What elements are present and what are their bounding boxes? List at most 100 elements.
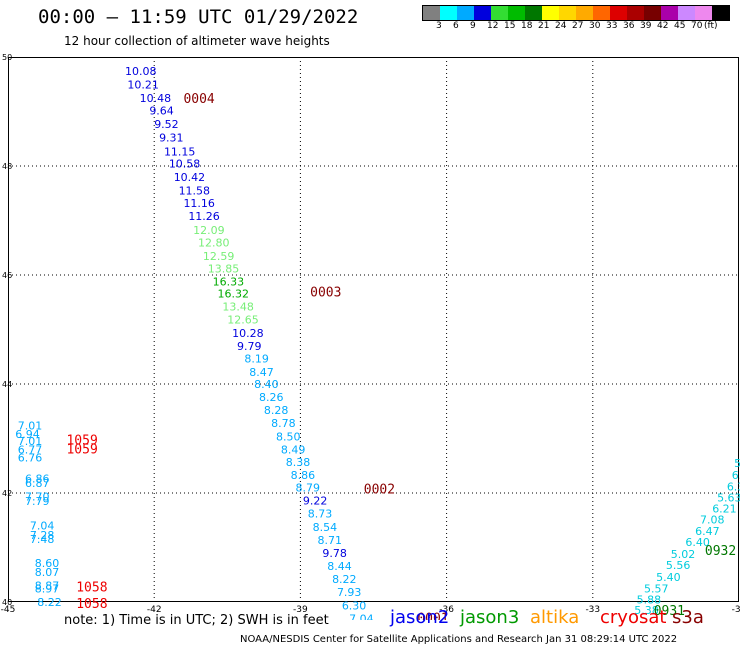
wave-height-value: 9.79 — [237, 340, 262, 353]
legend-cryosat: cryosat — [600, 607, 667, 628]
color-swatch — [474, 6, 491, 20]
wave-height-value: 10.42 — [174, 171, 206, 184]
wave-height-value: 8.50 — [276, 430, 301, 443]
color-scale-label: 70 — [691, 21, 703, 31]
color-swatch — [440, 6, 457, 20]
longitude-tick-label: -36 — [439, 605, 454, 615]
wave-height-value: 7.93 — [337, 586, 362, 599]
color-swatch — [661, 6, 678, 20]
wave-height-value: 6.04 — [732, 469, 740, 482]
wave-height-value: 6.21 — [712, 502, 737, 515]
wave-height-value: 6.30 — [342, 599, 367, 612]
color-swatch — [712, 6, 729, 20]
wave-height-value: 12.09 — [193, 224, 225, 237]
color-scale-label: 15 — [504, 21, 516, 31]
legend-jason3: jason3 — [460, 607, 520, 628]
wave-height-value: 5.02 — [671, 548, 696, 561]
wave-height-value: 6.36 — [727, 480, 740, 493]
legend-jason2: jason2 — [390, 607, 450, 628]
wave-height-value: 8.86 — [291, 469, 316, 482]
color-scale-label: 45 — [674, 21, 686, 31]
color-swatch — [627, 6, 644, 20]
latitude-tick-label: 50 — [2, 53, 12, 62]
legend-altika: altika — [530, 607, 580, 628]
wave-height-value: 7.04 — [349, 612, 374, 620]
longitude-tick-label: -45 — [1, 605, 16, 615]
wave-height-value: 8.26 — [259, 391, 284, 404]
color-scale-label: 24 — [555, 21, 567, 31]
wave-height-value: 9.31 — [159, 132, 184, 145]
pass-time-label: 1058 — [76, 597, 107, 612]
wave-height-value: 9.78 — [322, 547, 347, 560]
wave-height-value: 6.87 — [25, 477, 50, 490]
longitude-tick-label: -42 — [147, 605, 162, 615]
wave-height-value: 12.80 — [198, 236, 230, 249]
wave-height-value: 7.28 — [30, 529, 55, 542]
pass-time-label: 0003 — [310, 285, 341, 300]
wave-height-value: 10.21 — [127, 78, 159, 91]
wave-height-value: 7.48 — [30, 533, 55, 546]
wave-height-value: 6.77 — [18, 443, 43, 456]
color-swatch — [559, 6, 576, 20]
latitude-tick-label: 46 — [2, 271, 12, 280]
wave-height-value: 8.19 — [244, 352, 269, 365]
color-swatch — [576, 6, 593, 20]
pass-time-label: 0931 — [654, 604, 685, 619]
wave-height-value: 11.16 — [183, 197, 215, 210]
wave-height-value: 9.22 — [303, 495, 328, 508]
color-swatch — [678, 6, 695, 20]
wave-height-value: 8.78 — [271, 417, 296, 430]
wave-height-value: 8.38 — [286, 456, 311, 469]
legend-s3a: s3a — [672, 607, 704, 628]
wave-height-value: 7.70 — [25, 490, 50, 503]
wave-height-value: 5.63 — [717, 491, 740, 504]
color-scale-label: 33 — [606, 21, 618, 31]
wave-height-value: 13.85 — [208, 262, 240, 275]
wave-height-value: 11.26 — [188, 210, 220, 223]
longitude-tick-label: -39 — [293, 605, 308, 615]
wave-height-value: 5. — [734, 457, 740, 470]
longitude-tick-label: -33 — [585, 605, 600, 615]
color-swatch — [491, 6, 508, 20]
latitude-tick-label: 42 — [2, 489, 12, 498]
wave-height-value: 8.47 — [249, 366, 273, 379]
map-subtitle: 12 hour collection of altimeter wave hei… — [64, 34, 330, 48]
wave-height-value: 7.79 — [25, 495, 50, 508]
color-scale-label: (ft) — [704, 21, 718, 31]
latitude-tick-label: 40 — [2, 598, 12, 607]
wave-height-value: 8.60 — [35, 557, 60, 570]
color-swatch — [542, 6, 559, 20]
wave-height-value: 9.52 — [154, 118, 179, 131]
wave-height-value: 12.65 — [227, 314, 258, 327]
wave-height-value: 10.08 — [125, 65, 156, 78]
wave-height-value: 6.76 — [18, 452, 43, 465]
wave-height-value: 5.56 — [666, 559, 691, 572]
color-scale-label: 3 — [436, 21, 442, 31]
wave-height-value: 8.87 — [35, 580, 60, 593]
wave-height-value: 7.04 — [30, 520, 55, 533]
wave-height-value: 12.59 — [203, 250, 235, 263]
color-scale-label: 18 — [521, 21, 533, 31]
wave-height-value: 8.22 — [37, 596, 62, 609]
pass-time-label: 0001 — [417, 611, 448, 620]
wave-height-value: 10.48 — [140, 92, 172, 105]
wave-height-value: 6.86 — [25, 472, 50, 485]
latitude-tick-label: 48 — [2, 162, 12, 171]
color-scale-label: 30 — [589, 21, 601, 31]
pass-time-label: 0004 — [183, 92, 214, 107]
color-swatch — [610, 6, 627, 20]
wave-height-value: 6.47 — [695, 525, 720, 538]
wave-height-value: 8.44 — [327, 560, 352, 573]
color-scale-labels: 3 6 9 12 15 18 21 24 27 30 33 36 39 42 45 70 (ft) — [422, 21, 740, 33]
wave-height-value: 7.08 — [700, 514, 725, 527]
wave-height-value: 8.79 — [296, 482, 321, 495]
color-swatch — [525, 6, 542, 20]
wave-height-value: 8.73 — [308, 508, 333, 521]
color-swatch — [508, 6, 525, 20]
wave-height-value: 10.58 — [169, 157, 201, 170]
wave-height-value: 5.38 — [634, 604, 659, 617]
color-scale-label: 9 — [470, 21, 476, 31]
color-scale-label: 42 — [657, 21, 669, 31]
wave-height-value: 8.40 — [254, 378, 279, 391]
pass-time-label: 0932 — [705, 544, 736, 559]
